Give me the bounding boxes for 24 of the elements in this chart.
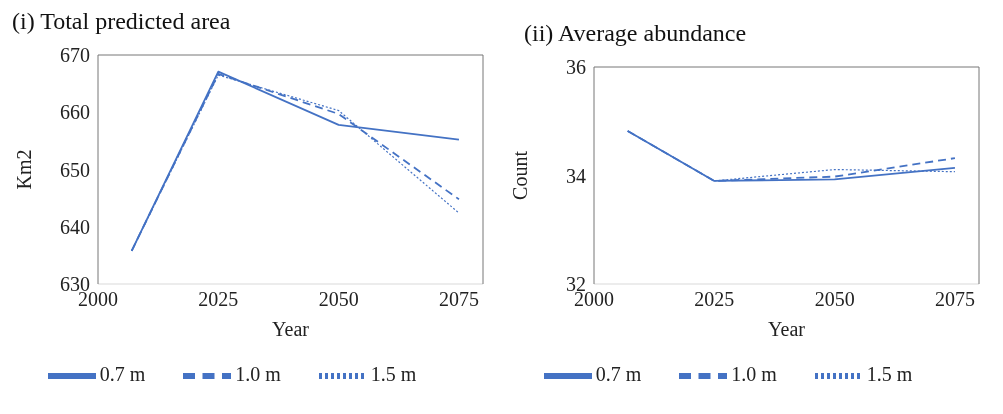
y-tick-label: 650: [60, 158, 90, 181]
x-tick-label: 2050: [814, 288, 855, 311]
legend-label: 1.0 m: [731, 362, 777, 385]
chart-title: (ii) Average abundance: [523, 20, 748, 48]
legend-label: 0.7 m: [595, 362, 642, 385]
x-tick-label: 2025: [694, 288, 735, 311]
chart-title: (i) Total predicted area: [11, 8, 232, 36]
y-axis-title: Count: [509, 150, 532, 200]
y-axis-title: Km2: [13, 149, 36, 190]
x-tick-label: 2025: [198, 288, 239, 311]
x-axis-title: Year: [768, 318, 806, 340]
y-tick-label: 640: [60, 215, 90, 238]
y-tick-label: 34: [566, 164, 586, 187]
x-tick-label: 2075: [438, 288, 479, 311]
legend-label: 1.5 m: [866, 362, 913, 385]
y-tick-label: 660: [60, 101, 90, 124]
legend-label: 1.0 m: [235, 362, 281, 385]
x-tick-label: 2075: [934, 288, 975, 311]
y-tick-label: 670: [60, 44, 90, 67]
y-tick-label: 36: [566, 56, 586, 79]
x-tick-label: 2050: [318, 288, 359, 311]
legend-label: 0.7 m: [99, 362, 146, 385]
x-axis-title: Year: [272, 318, 310, 340]
legend-label: 1.5 m: [370, 362, 417, 385]
